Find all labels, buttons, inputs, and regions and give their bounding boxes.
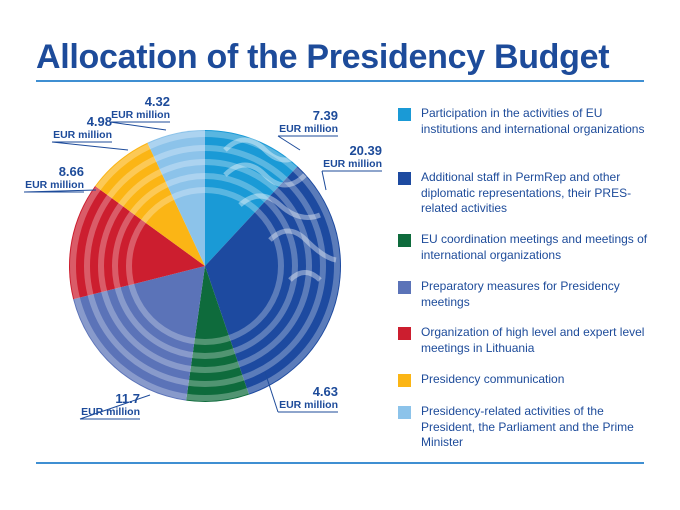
decorative-knot-stroke bbox=[238, 193, 321, 220]
data-label-value: 20.39 bbox=[349, 143, 382, 158]
data-label-unit: EUR million bbox=[53, 129, 112, 141]
legend-label: Additional staff in PermRep and other di… bbox=[421, 170, 632, 215]
decorative-ring bbox=[112, 173, 298, 359]
legend-swatch bbox=[398, 327, 411, 340]
legend-swatch bbox=[398, 281, 411, 294]
decorative-ring bbox=[70, 131, 340, 401]
pie-slice-presidency-communication bbox=[95, 142, 205, 266]
data-label-leader bbox=[264, 371, 279, 413]
data-label-leader bbox=[79, 394, 151, 420]
data-label-value: 4.63 bbox=[313, 384, 338, 399]
legend-swatch bbox=[398, 234, 411, 247]
data-label-unit: EUR million bbox=[25, 179, 84, 191]
decorative-knot-stroke bbox=[223, 137, 307, 163]
data-label-value: 7.39 bbox=[313, 108, 338, 123]
pie-slice-high-level-meetings bbox=[68, 185, 205, 300]
pie-slice-president-parliament-pm bbox=[147, 130, 205, 266]
legend-label: Participation in the activities of EU in… bbox=[421, 106, 645, 136]
decorative-knot-stroke bbox=[268, 228, 337, 263]
data-label-unit: EUR million bbox=[111, 109, 170, 121]
data-label-leader bbox=[23, 189, 97, 193]
legend-label: Presidency-related activities of the Pre… bbox=[421, 404, 634, 449]
data-label-leader bbox=[277, 135, 301, 151]
chart-title: Allocation of the Presidency Budget bbox=[36, 38, 610, 76]
legend-swatch bbox=[398, 172, 411, 185]
bottom-rule bbox=[36, 462, 644, 464]
legend-label: Presidency communication bbox=[421, 372, 565, 386]
decorative-rings bbox=[70, 131, 340, 401]
pie-slice-preparatory-measures bbox=[73, 266, 206, 401]
data-label-leader bbox=[321, 170, 327, 191]
data-label-leader bbox=[109, 121, 167, 131]
data-label-value: 8.66 bbox=[59, 164, 84, 179]
data-label-unit: EUR million bbox=[323, 158, 382, 170]
pie-slice-additional-staff bbox=[205, 166, 341, 395]
legend-label: Organization of high level and expert le… bbox=[421, 325, 645, 355]
decorative-knot bbox=[223, 137, 337, 282]
data-label-unit: EUR million bbox=[279, 123, 338, 135]
pie-slice-participation bbox=[205, 130, 298, 266]
decorative-ring bbox=[98, 159, 312, 373]
decorative-knot-stroke bbox=[288, 270, 322, 282]
decorative-ring bbox=[126, 187, 284, 345]
decorative-knot-stroke bbox=[223, 162, 307, 188]
title-underline bbox=[36, 80, 644, 82]
data-label-leader bbox=[51, 141, 129, 151]
data-label-unit: EUR million bbox=[81, 406, 140, 418]
data-label-value: 11.7 bbox=[115, 391, 140, 406]
legend-swatch bbox=[398, 108, 411, 121]
legend-swatch bbox=[398, 406, 411, 419]
data-label-value: 4.32 bbox=[145, 94, 170, 109]
data-label-unit: EUR million bbox=[279, 399, 338, 411]
legend-swatch bbox=[398, 374, 411, 387]
pie-slice-eu-coordination bbox=[186, 266, 250, 402]
legend-label: Preparatory measures for Presidency meet… bbox=[421, 279, 620, 309]
data-label-value: 4.98 bbox=[87, 114, 112, 129]
decorative-ring bbox=[84, 145, 326, 387]
legend-label: EU coordination meetings and meetings of… bbox=[421, 232, 648, 262]
